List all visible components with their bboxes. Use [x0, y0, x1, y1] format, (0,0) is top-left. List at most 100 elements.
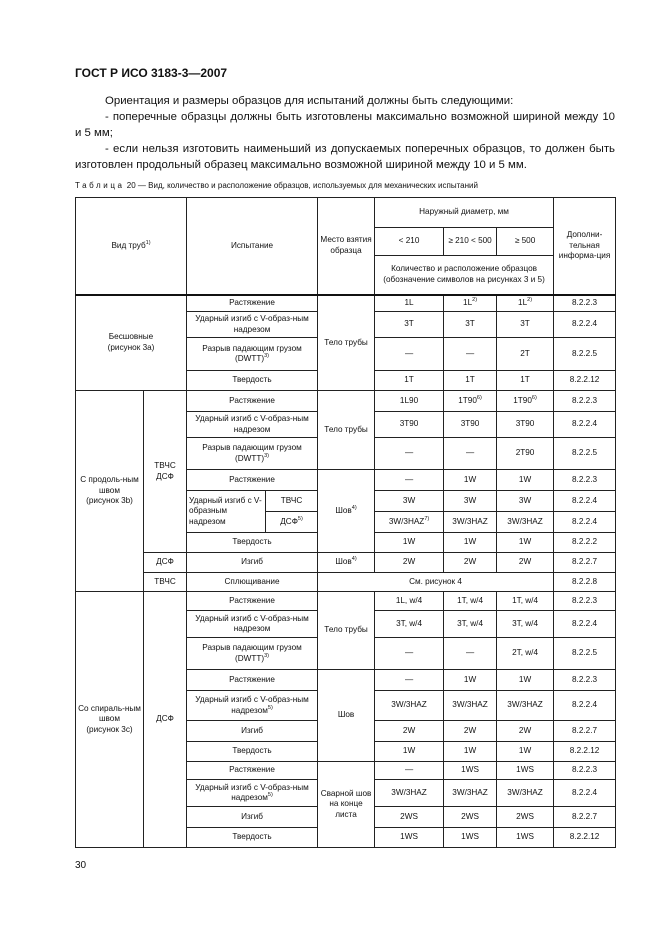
weld-type-cell-text: ТВЧС — [154, 576, 176, 586]
table-row: Ударный изгиб с V-образным надрезом ТВЧС 3… — [76, 490, 617, 533]
sample-place-cell-text: Шов — [335, 505, 352, 515]
footnote-ref: 6) — [531, 394, 537, 401]
test-cell: Твердость — [186, 370, 319, 391]
table-caption: Таблица 20 — Вид, количество и расположе… — [75, 181, 615, 191]
value-cell-text: 3W/3HAZ — [507, 700, 543, 710]
info-cell: 8.2.2.4 — [553, 690, 617, 721]
figure-ref: (рисунок 3b) — [86, 496, 133, 506]
value-cell: 1W — [443, 532, 498, 553]
value-cell-text: 3T, w/4 — [457, 618, 483, 628]
sample-place-cell: Тело трубы — [317, 591, 376, 670]
test-cell-text: Разрыв падающим грузом (DWTT) — [202, 443, 302, 463]
value-cell: 2T90 — [496, 437, 555, 470]
weld-type-cell: ДСФ — [142, 552, 188, 573]
info-cell-text: 8.2.2.4 — [572, 419, 598, 429]
value-cell: 1WS — [496, 827, 555, 848]
value-cell-text: 1L, w/4 — [395, 595, 423, 605]
value-cell-text: 1W — [518, 537, 532, 547]
value-cell: 2T, w/4 — [496, 637, 555, 670]
info-cell-text: 8.2.2.4 — [572, 495, 598, 505]
test-cell-text: Ударный изгиб с V-образ-ным надрезом — [195, 414, 309, 434]
value-cell: 3T, w/4 — [496, 610, 555, 638]
value-cell-text: 1WS — [400, 832, 418, 842]
value-cell-text: 2T90 — [515, 448, 535, 458]
pipe-type-cell: С продоль-ным швом (рисунок 3b) — [75, 390, 144, 592]
value-cell-text: 2W — [463, 557, 477, 567]
table-row: Ударный изгиб с V-образ-ным надрезом 3T, … — [76, 610, 617, 638]
value-cell: 2W — [374, 552, 445, 573]
value-cell: 1WS — [443, 761, 498, 780]
document-header: ГОСТ Р ИСО 3183-3—2007 — [75, 66, 228, 80]
value-cell-text: 3W/3HAZ — [452, 787, 488, 797]
header-d3-text: ≥ 500 — [514, 236, 536, 246]
value-cell-text: 3T — [465, 319, 475, 329]
weld-type-cell-text: ТВЧС ДСФ — [154, 461, 176, 481]
test-cell-text: Твердость — [232, 537, 272, 547]
table-row: Растяжение Шов — 1W 1W 8.2.2.3 — [76, 669, 617, 762]
value-cell: 1T — [496, 370, 555, 391]
test-cell-text: Растяжение — [229, 674, 275, 684]
test-cell-text: Разрыв падающим грузом (DWTT) — [202, 643, 302, 663]
value-cell: 2W — [443, 552, 498, 573]
value-cell: 3W/3HAZ7) — [374, 511, 445, 533]
header-diameter: Наружный диаметр, мм — [374, 197, 555, 228]
test-cell: Растяжение — [186, 761, 319, 780]
value-cell-text: 3T90 — [460, 419, 480, 429]
info-cell-text: 8.2.2.7 — [572, 557, 598, 567]
test-cell: Разрыв падающим грузом (DWTT)3) — [186, 337, 319, 371]
info-cell: 8.2.2.3 — [553, 293, 617, 312]
value-cell-text: — — [404, 765, 414, 775]
value-cell: 3T90 — [443, 411, 498, 438]
value-cell: 1W — [496, 669, 555, 691]
info-cell-text: 8.2.2.5 — [572, 648, 598, 658]
weld-type-cell-text: ДСФ — [156, 714, 174, 724]
value-cell-text: 3W — [463, 495, 477, 505]
test-cell: Ударный изгиб с V-образ-ным надрезом5) — [186, 690, 319, 721]
value-cell: 3T, w/4 — [443, 610, 498, 638]
value-cell: 1T, w/4 — [496, 591, 555, 611]
value-cell-text: 2W — [518, 725, 532, 735]
value-cell: 3W/3HAZ — [496, 690, 555, 721]
header-pipe-type-text: Вид труб — [111, 240, 146, 250]
specimen-table: Вид труб1) Испытание Место взятия образца Н… — [74, 197, 617, 848]
info-cell-text: 8.2.2.12 — [569, 375, 600, 385]
table-row: Со спираль-ным швом (рисунок 3c) ДСФ Растяж… — [75, 591, 617, 848]
value-cell-text: 1W — [518, 674, 532, 684]
header-pipe-type: Вид труб1) — [74, 197, 188, 295]
value-cell-text: 1T90 — [458, 395, 477, 405]
test-cell: Изгиб — [186, 720, 319, 742]
value-cell: 3T — [443, 311, 498, 338]
test-cell: Изгиб — [186, 552, 319, 573]
value-cell: 1T906) — [443, 390, 498, 412]
test-cell: Растяжение — [186, 390, 319, 412]
value-cell-text: 1WS — [461, 832, 479, 842]
value-cell-text: 3T90 — [399, 419, 419, 429]
value-cell: 3T — [496, 311, 555, 338]
value-cell-text: 1T, w/4 — [457, 595, 483, 605]
header-quantity-text: Количество и расположение образцов (обоз… — [383, 264, 545, 284]
sample-place-cell-text: Тело трубы — [324, 625, 368, 635]
test-cell: Ударный изгиб с V-образ-ным надрезом — [186, 411, 319, 438]
value-cell: 1W — [496, 469, 555, 491]
header-diameter-text: Наружный диаметр, мм — [419, 207, 509, 217]
value-cell: 3T90 — [374, 411, 445, 438]
value-cell: 3W — [374, 490, 445, 512]
value-cell-text: 1W — [463, 474, 477, 484]
value-cell: 1W — [443, 469, 498, 491]
test-cell: Растяжение — [186, 669, 319, 691]
value-cell: 2WS — [443, 806, 498, 828]
test-cell-text: Ударный изгиб с V-образным надрезом — [189, 495, 262, 526]
value-cell-text: 1W — [518, 474, 532, 484]
header-d3: ≥ 500 — [496, 227, 555, 256]
pipe-type-cell-text: Бесшовные — [108, 332, 154, 342]
value-cell-text: 3W/3HAZ — [452, 700, 488, 710]
value-cell-text: 3T — [520, 319, 530, 329]
value-cell: 3W/3HAZ — [443, 779, 498, 807]
test-cell-text: Растяжение — [229, 595, 275, 605]
sample-place-cell-text: Шов — [337, 710, 355, 720]
test-cell-text: Изгиб — [241, 811, 263, 821]
value-cell: 1WS — [374, 827, 445, 848]
info-cell-text: 8.2.2.5 — [572, 348, 598, 358]
value-cell-text: 3W — [402, 495, 416, 505]
test-cell-text: Твердость — [232, 832, 272, 842]
